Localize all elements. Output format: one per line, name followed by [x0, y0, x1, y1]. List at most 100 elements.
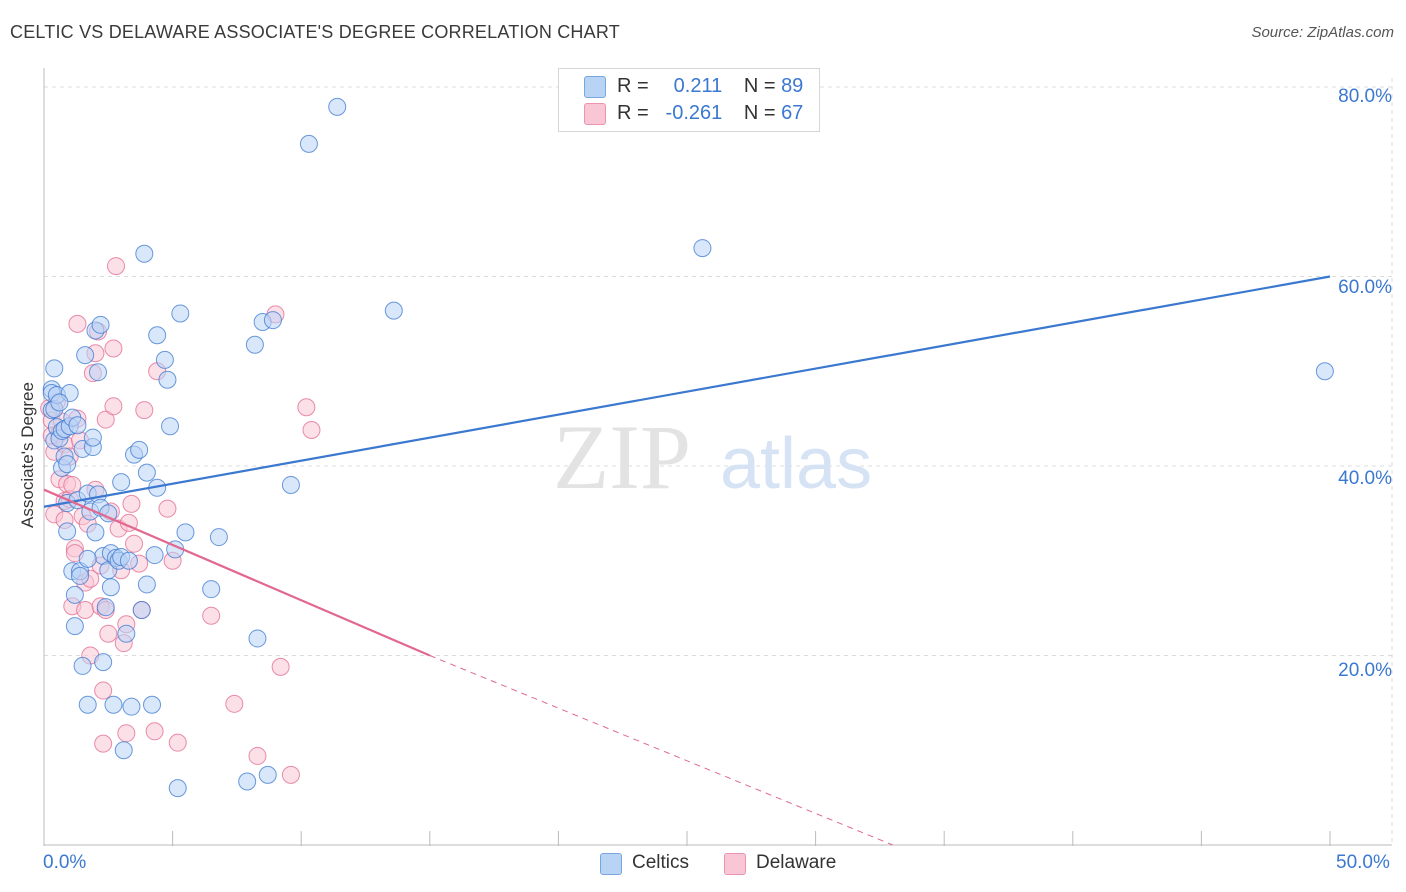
celtics-point — [328, 97, 347, 116]
delaware-r-value: -0.261 — [665, 102, 723, 124]
celtics-point — [101, 578, 120, 597]
celtics-point — [143, 695, 162, 714]
celtics-point — [65, 585, 84, 604]
celtics-point — [130, 440, 149, 459]
celtics-point — [145, 546, 164, 565]
celtics-point — [94, 653, 113, 672]
celtics-point — [1315, 362, 1334, 381]
celtics-point — [238, 772, 257, 791]
delaware-point — [271, 657, 290, 676]
celtics-point — [155, 350, 174, 369]
celtics-point — [114, 741, 133, 760]
y-tick-label-80: 80.0% — [1338, 86, 1392, 107]
delaware-point — [63, 475, 82, 494]
celtics-point — [137, 463, 156, 482]
celtics-point — [209, 528, 228, 547]
celtics-point — [112, 473, 131, 492]
x-tick-label-min: 0.0% — [43, 852, 87, 873]
celtics-point — [78, 549, 97, 568]
celtics-point — [104, 695, 123, 714]
delaware-point — [94, 734, 113, 753]
celtics-point — [171, 304, 190, 323]
delaware-point — [168, 733, 187, 752]
watermark-zip: ZIP — [553, 406, 691, 508]
delaware-point — [107, 257, 126, 276]
y-tick-label-40: 40.0% — [1338, 468, 1392, 489]
chart-title: CELTIC VS DELAWARE ASSOCIATE'S DEGREE CO… — [10, 22, 620, 42]
celtics-point — [68, 416, 87, 435]
celtics-point — [119, 551, 138, 570]
celtics-point — [117, 624, 136, 643]
celtics-swatch-icon — [584, 76, 606, 98]
celtics-point — [86, 523, 105, 542]
delaware-point — [297, 398, 316, 417]
data-points — [40, 97, 1334, 798]
delaware-point — [135, 401, 154, 420]
delaware-point — [122, 494, 141, 513]
delaware-point — [104, 339, 123, 358]
celtics-point — [137, 575, 156, 594]
celtics-point — [158, 370, 177, 389]
celtics-point — [96, 598, 115, 617]
delaware-point — [96, 410, 115, 429]
celtics-point — [384, 301, 403, 320]
celtics-point — [45, 359, 64, 378]
delaware-point — [248, 746, 267, 765]
delaware-legend-label: Delaware — [756, 852, 837, 873]
celtics-point — [263, 311, 282, 330]
x-tick-label-max: 50.0% — [1336, 852, 1390, 873]
correlation-legend: R = 0.211 N = 89 R = -0.261 N = 67 — [558, 68, 820, 132]
delaware-point — [68, 314, 87, 333]
watermark: ZIP atlas — [553, 406, 872, 508]
celtics-point — [65, 617, 84, 636]
celtics-point — [248, 629, 267, 648]
celtics-point — [168, 779, 187, 798]
celtics-point — [76, 346, 95, 365]
delaware-point — [104, 397, 123, 416]
celtics-point — [91, 315, 110, 334]
celtics-point — [258, 765, 277, 784]
delaware-point — [158, 499, 177, 518]
delaware-point — [94, 681, 113, 700]
celtics-point — [71, 566, 90, 585]
trend-lines — [43, 275, 1331, 846]
delaware-point — [281, 765, 300, 784]
delaware-point — [302, 420, 321, 439]
source-credit: Source: ZipAtlas.com — [1251, 24, 1394, 41]
celtics-point — [176, 523, 195, 542]
delaware-point — [202, 606, 221, 625]
celtics-point — [83, 428, 102, 447]
celtics-point — [281, 475, 300, 494]
celtics-legend-label: Celtics — [632, 852, 690, 873]
delaware-point — [117, 724, 136, 743]
celtics-point — [161, 417, 180, 436]
y-axis-label: Associate's Degree — [18, 382, 37, 528]
celtics-trend-line — [43, 275, 1331, 508]
n-label: N = — [743, 102, 776, 124]
delaware-trend-extension — [429, 655, 893, 846]
celtics-point — [299, 134, 318, 153]
delaware-point — [225, 694, 244, 713]
celtics-point — [693, 239, 712, 258]
axes — [43, 68, 1392, 846]
delaware-point — [99, 624, 118, 643]
delaware-point — [125, 534, 144, 553]
delaware-point — [145, 722, 164, 741]
celtics-n-value: 89 — [781, 75, 804, 97]
celtics-point — [202, 580, 221, 599]
celtics-point — [50, 393, 69, 412]
celtics-point — [89, 363, 108, 382]
celtics-point — [122, 697, 141, 716]
r-label: R = — [617, 102, 649, 124]
n-label: N = — [743, 75, 776, 97]
grid-lines — [44, 78, 1393, 845]
celtics-point — [132, 601, 151, 620]
delaware-point — [76, 601, 95, 620]
celtics-legend-icon — [600, 853, 622, 875]
celtics-r-value: 0.211 — [673, 75, 723, 97]
delaware-swatch-icon — [584, 103, 606, 125]
celtics-point — [58, 522, 77, 541]
celtics-point — [58, 455, 77, 474]
celtics-point — [78, 695, 97, 714]
